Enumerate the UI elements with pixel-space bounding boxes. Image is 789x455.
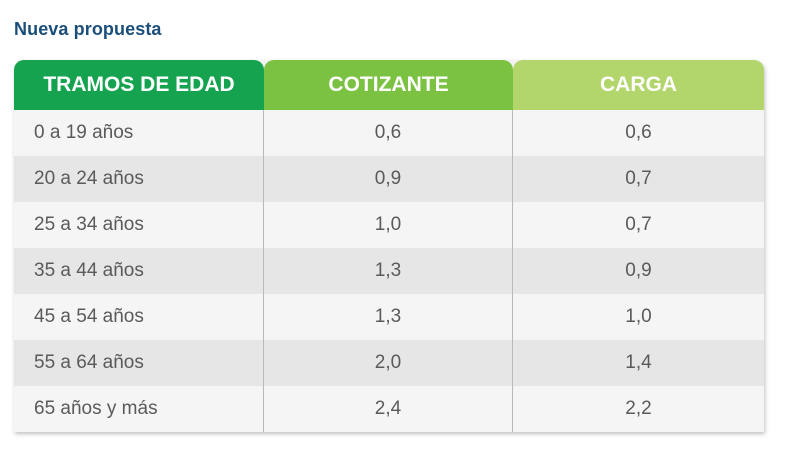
cell-cotizante: 0,9 [264, 156, 513, 202]
cell-age-range: 25 a 34 años [14, 202, 264, 248]
table-row: 35 a 44 años 1,3 0,9 [14, 248, 764, 294]
cell-carga: 0,7 [625, 168, 652, 189]
header-age-range: TRAMOS DE EDAD [14, 60, 264, 110]
table-row: 25 a 34 años 1,0 0,7 [14, 202, 764, 248]
cell-cotizante: 1,3 [264, 294, 513, 340]
table-row: 55 a 64 años 2,0 1,4 [14, 340, 764, 386]
cell-age-range: 35 a 44 años [14, 248, 264, 294]
page-title: Nueva propuesta [14, 19, 162, 39]
table-row: 0 a 19 años 0,6 0,6 [14, 110, 764, 156]
cell-age-range: 65 años y más [14, 386, 264, 432]
table-body: 0 a 19 años 0,6 0,6 20 a 24 años 0,9 0,7… [14, 110, 764, 432]
cell-cotizante: 2,4 [264, 386, 513, 432]
cell-carga: 0,7 [625, 214, 652, 235]
cell-cotizante: 2,0 [264, 340, 513, 386]
table-header: TRAMOS DE EDAD COTIZANTE CARGA [14, 60, 764, 110]
cell-age-range: 0 a 19 años [14, 110, 264, 156]
cell-cotizante: 1,0 [264, 202, 513, 248]
cell-age-range: 45 a 54 años [14, 294, 264, 340]
cell-carga: 2,2 [625, 398, 652, 419]
cell-carga: 1,0 [625, 306, 652, 327]
cell-carga: 0,9 [625, 260, 652, 281]
table-row: 45 a 54 años 1,3 1,0 [14, 294, 764, 340]
header-carga: CARGA [513, 60, 764, 110]
cell-carga: 0,6 [625, 122, 652, 143]
cell-cotizante: 0,6 [264, 110, 513, 156]
table-row: 20 a 24 años 0,9 0,7 [14, 156, 764, 202]
table-row: 65 años y más 2,4 2,2 [14, 386, 764, 432]
cell-carga: 1,4 [625, 352, 652, 373]
cell-cotizante: 1,3 [264, 248, 513, 294]
age-factor-table: TRAMOS DE EDAD COTIZANTE CARGA 0 a 19 añ… [14, 60, 764, 432]
header-cotizante: COTIZANTE [264, 60, 513, 110]
cell-age-range: 55 a 64 años [14, 340, 264, 386]
cell-age-range: 20 a 24 años [14, 156, 264, 202]
